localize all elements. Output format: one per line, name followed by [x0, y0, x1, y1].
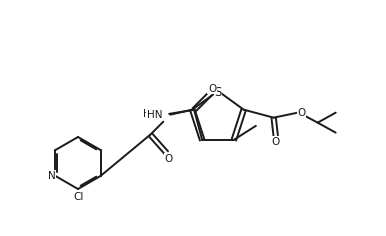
- Text: S: S: [214, 85, 222, 98]
- Text: O: O: [298, 108, 306, 118]
- Text: HN: HN: [147, 110, 163, 120]
- Text: O: O: [208, 84, 216, 94]
- Text: O: O: [272, 137, 280, 147]
- Text: Cl: Cl: [74, 192, 84, 202]
- Text: N: N: [47, 171, 55, 181]
- Text: H₂N: H₂N: [142, 109, 162, 119]
- Text: O: O: [164, 154, 173, 164]
